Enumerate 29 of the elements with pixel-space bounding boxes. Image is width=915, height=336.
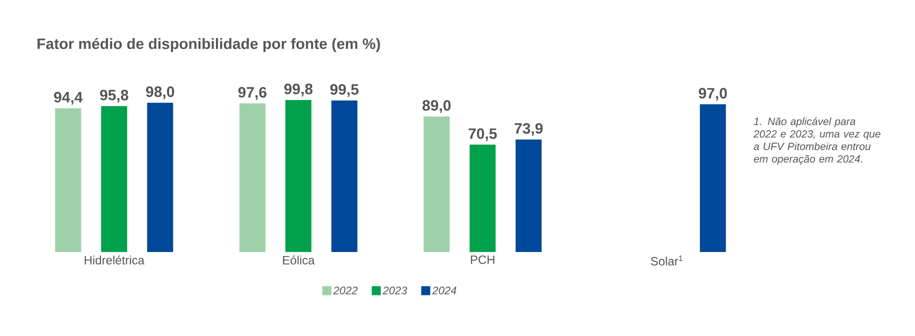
data-label: 99,8: [284, 84, 313, 96]
bar: [331, 100, 358, 252]
data-label: 98,0: [146, 86, 174, 100]
data-label: 73,9: [514, 123, 543, 136]
x-tick-label: Eólica: [283, 256, 315, 264]
data-label: 97,0: [698, 88, 727, 101]
annotation: 1. Não aplicável para 2022 e 2023, uma vez que a UFV Pitombeira entrou em operação em 2024.: [753, 117, 880, 165]
x-tick-label: Hidrelétrica: [84, 256, 144, 264]
data-label: 94,4: [54, 92, 83, 105]
bar: [424, 116, 450, 252]
bar: [516, 139, 542, 252]
bar: [55, 108, 82, 252]
bar: [147, 102, 174, 252]
bar: [470, 144, 496, 252]
legend-label: 2024: [432, 286, 456, 294]
legend-label: 2022: [333, 286, 358, 294]
data-label: 89,0: [422, 100, 451, 113]
x-tick-label: Solar$^{1}$: [650, 256, 682, 266]
bar: [239, 103, 266, 252]
chart-title: Fator médio de disponibilidade por fonte (em %): [38, 38, 380, 52]
x-tick-label: PCH: [470, 256, 494, 264]
data-label: 95,8: [100, 90, 128, 103]
bar: [700, 104, 726, 252]
bar: [101, 106, 128, 252]
data-label: 97,6: [238, 87, 266, 100]
data-label: 99,5: [330, 84, 359, 97]
legend-label: 2023: [382, 286, 408, 294]
data-label: 70,5: [468, 128, 497, 142]
bar: [285, 100, 312, 252]
